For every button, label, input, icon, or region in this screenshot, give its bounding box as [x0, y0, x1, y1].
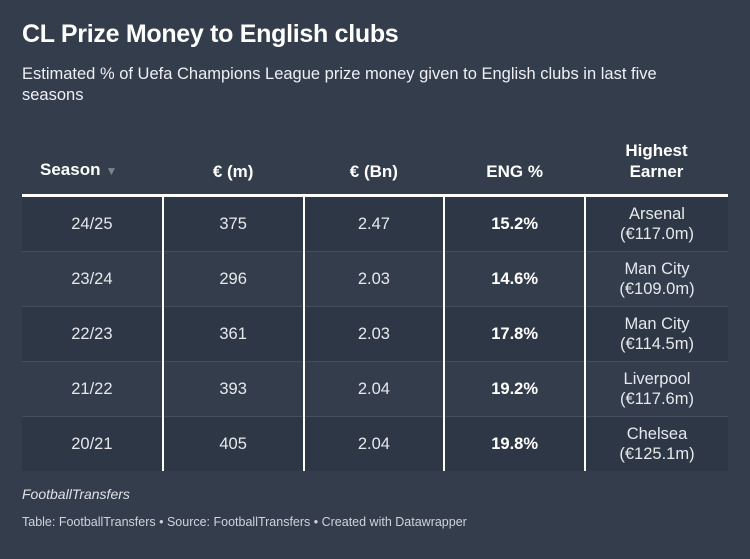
triangle-down-icon: ▼	[105, 164, 118, 178]
club-amount: (€114.5m)	[620, 335, 694, 353]
highest-earner-cell: Man City (€114.5m)	[584, 306, 728, 362]
eur-bn-cell: 2.47	[302, 195, 445, 252]
eng-pct-cell: 17.8%	[443, 306, 585, 362]
eur-m-cell: 361	[161, 306, 304, 362]
season-cell: 21/22	[22, 361, 163, 417]
eng-pct-cell: 19.2%	[443, 361, 585, 417]
club-name: Liverpool	[623, 370, 691, 388]
header-eur-bn[interactable]: € (Bn)	[303, 136, 445, 197]
header-eur-m[interactable]: € (m)	[162, 136, 304, 197]
table-row: 20/21 405 2.04 19.8% Chelsea (€125.1m)	[22, 416, 728, 471]
club-amount: (€117.6m)	[620, 390, 694, 408]
header-eng-pct[interactable]: ENG %	[444, 136, 585, 197]
highest-earner-cell: Liverpool (€117.6m)	[584, 361, 728, 417]
header-row: Season ▼ € (m) € (Bn) ENG % Highest Earne…	[22, 136, 728, 197]
club-amount: (€109.0m)	[619, 280, 695, 298]
eur-m-cell: 375	[161, 195, 304, 252]
notes: FootballTransfers	[22, 486, 130, 502]
header-label: Highest Earner	[625, 141, 688, 181]
header-highest-earner[interactable]: Highest Earner	[585, 136, 728, 197]
club-name: Man City	[624, 315, 690, 333]
chart-title: CL Prize Money to English clubs	[22, 20, 399, 48]
club-name: Chelsea	[626, 425, 688, 443]
eur-bn-cell: 2.03	[302, 251, 445, 307]
eng-pct-cell: 15.2%	[443, 195, 585, 252]
eur-bn-cell: 2.03	[302, 306, 445, 362]
season-cell: 24/25	[22, 195, 163, 252]
club-name: Arsenal	[629, 205, 685, 223]
eur-m-cell: 405	[161, 416, 304, 471]
byline: Table: FootballTransfers • Source: Footb…	[22, 515, 467, 529]
highest-earner-cell: Man City (€109.0m)	[584, 251, 728, 307]
table-row: 21/22 393 2.04 19.2% Liverpool (€117.6m)	[22, 361, 728, 417]
header-season[interactable]: Season ▼	[22, 136, 163, 197]
club-amount: (€117.0m)	[620, 225, 694, 243]
highest-earner-cell: Arsenal (€117.0m)	[584, 195, 728, 252]
highest-earner-cell: Chelsea (€125.1m)	[584, 416, 728, 471]
club-name: Man City	[624, 260, 690, 278]
eur-bn-cell: 2.04	[302, 361, 445, 417]
table-row: 22/23 361 2.03 17.8% Man City (€114.5m)	[22, 306, 728, 362]
eur-m-cell: 393	[161, 361, 304, 417]
data-table: Season ▼ € (m) € (Bn) ENG % Highest Earne…	[22, 136, 728, 471]
season-cell: 22/23	[22, 306, 163, 362]
season-cell: 23/24	[22, 251, 163, 307]
eng-pct-cell: 14.6%	[443, 251, 585, 307]
header-label: Season	[40, 160, 101, 179]
eur-bn-cell: 2.04	[302, 416, 445, 471]
chart-subtitle: Estimated % of Uefa Champions League pri…	[22, 65, 657, 104]
season-cell: 20/21	[22, 416, 163, 471]
table-row: 24/25 375 2.47 15.2% Arsenal (€117.0m)	[22, 195, 728, 252]
table-row: 23/24 296 2.03 14.6% Man City (€109.0m)	[22, 251, 728, 307]
club-amount: (€125.1m)	[619, 445, 695, 463]
eur-m-cell: 296	[161, 251, 304, 307]
eng-pct-cell: 19.8%	[443, 416, 585, 471]
